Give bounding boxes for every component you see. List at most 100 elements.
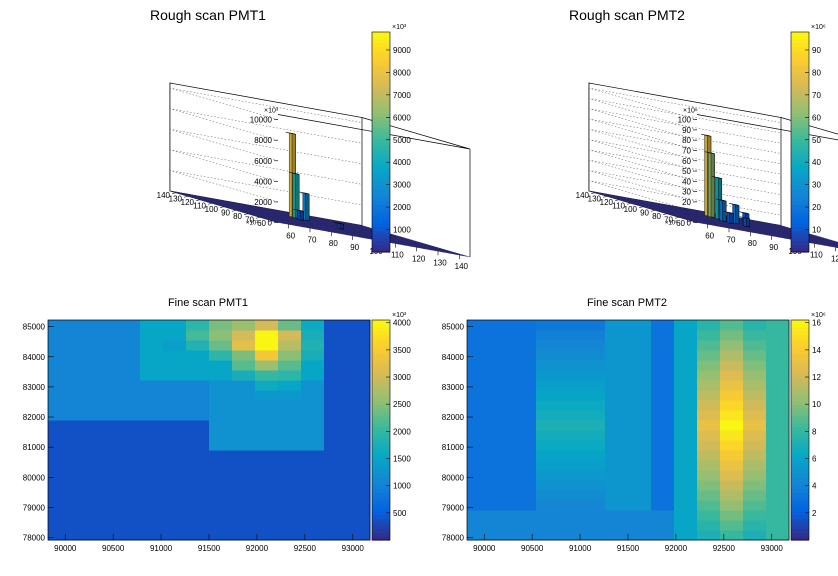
heat-cell (674, 460, 698, 471)
heat-cell (278, 350, 302, 361)
heat-cell (582, 500, 606, 511)
heat-cell (559, 530, 583, 541)
heat-cell (467, 530, 491, 541)
y-tick-label: 110 (612, 201, 625, 210)
x-tick-label: 90 (769, 243, 778, 252)
heat-cell (697, 330, 721, 341)
heat-cell (536, 340, 560, 351)
heat-cell (743, 430, 767, 441)
colorbar-segment (791, 404, 809, 409)
heat-cell (186, 470, 210, 481)
heat-cell (467, 390, 491, 401)
colorbar-segment (372, 193, 390, 198)
z-exponent-small: ×10³ (246, 221, 258, 227)
heat-cell (743, 490, 767, 501)
heat-cell (651, 500, 675, 511)
colorbar-segment (791, 452, 809, 457)
heat-cell (255, 420, 279, 431)
heat-cell (743, 400, 767, 411)
heat-cell (347, 420, 371, 431)
heat-cell (628, 520, 652, 531)
colorbar-frame (371, 319, 391, 541)
z-tick-label: 80 (682, 136, 691, 145)
colorbar-segment (791, 142, 809, 147)
heat-cell (324, 470, 348, 481)
heat-cell (94, 380, 118, 391)
heat-cell (71, 440, 95, 451)
heatmap-fine1: Fine scan PMT1 90000 90500 91000 91500 92000 9… (23, 297, 412, 553)
y-tick-label: 83000 (23, 383, 46, 392)
heat-cell (278, 480, 302, 491)
y-tick (255, 216, 261, 219)
heat-cell (232, 440, 256, 451)
heat-cell (743, 480, 767, 491)
heat-cell (766, 390, 790, 401)
x-tick-label: 140 (455, 262, 469, 271)
heat-cell (140, 430, 164, 441)
heat-cell (582, 360, 606, 371)
heat-cell (209, 390, 233, 401)
heat-cell (48, 390, 72, 401)
heat-cell (697, 440, 721, 451)
colorbar-segment (791, 320, 809, 325)
colorbar-tick-label: 50 (812, 136, 821, 145)
heat-cell (71, 450, 95, 461)
colorbar-segment (372, 349, 390, 354)
colorbar-segment (372, 116, 390, 121)
heat-cell (94, 530, 118, 541)
z-tick-label: 40 (682, 177, 691, 186)
z-tick-label: 6000 (254, 157, 272, 166)
heat-cell (536, 430, 560, 441)
heat-cell (186, 520, 210, 531)
y-tick-label: 78000 (442, 534, 465, 543)
heat-cell (48, 500, 72, 511)
heat-cell (766, 460, 790, 471)
heat-cell (301, 510, 325, 521)
heat-cell (720, 470, 744, 481)
heat-cell (766, 340, 790, 351)
colorbar-segment (372, 189, 390, 194)
heat-cell (651, 520, 675, 531)
colorbar-segment (791, 153, 809, 158)
z-gridline (588, 139, 782, 175)
colorbar-segment (791, 448, 809, 453)
heat-cell (674, 500, 698, 511)
heat-cell (209, 400, 233, 411)
heat-cell (163, 420, 187, 431)
x-tick-label: 70 (308, 235, 317, 244)
colorbar-tick-label: 6000 (393, 113, 411, 122)
heat-cell (674, 490, 698, 501)
heat-cell (697, 370, 721, 381)
colorbar-segment (372, 444, 390, 449)
heat-cell (467, 460, 491, 471)
heat-cell (71, 500, 95, 511)
colorbar-segment (791, 441, 809, 446)
heat-cell (605, 380, 629, 391)
heat-cell (628, 450, 652, 461)
heat-cell (324, 440, 348, 451)
heat-cell (674, 470, 698, 481)
heat-cell (628, 380, 652, 391)
colorbar-segment (372, 327, 390, 332)
z-tick-label: 50 (682, 167, 691, 176)
colorbar-segment (372, 496, 390, 501)
x-tick-label: 110 (391, 251, 404, 260)
heat-cell (48, 410, 72, 421)
heat-cell (232, 520, 256, 531)
heat-cell (674, 520, 698, 531)
z-tick-label: 2000 (254, 198, 272, 207)
colorbar-segment (791, 364, 809, 369)
colorbar-segment (372, 109, 390, 114)
colorbar-segment (372, 248, 390, 253)
colorbar-segment (791, 356, 809, 361)
heat-cell (536, 360, 560, 371)
peak-bar-side (710, 152, 715, 218)
y-tick (207, 202, 213, 205)
heat-cell (324, 400, 348, 411)
z-tick-label: 60 (682, 157, 691, 166)
heat-cell (163, 360, 187, 371)
heat-cell (140, 410, 164, 421)
heat-cell (513, 430, 537, 441)
heat-cell (347, 430, 371, 441)
heat-cell (71, 350, 95, 361)
